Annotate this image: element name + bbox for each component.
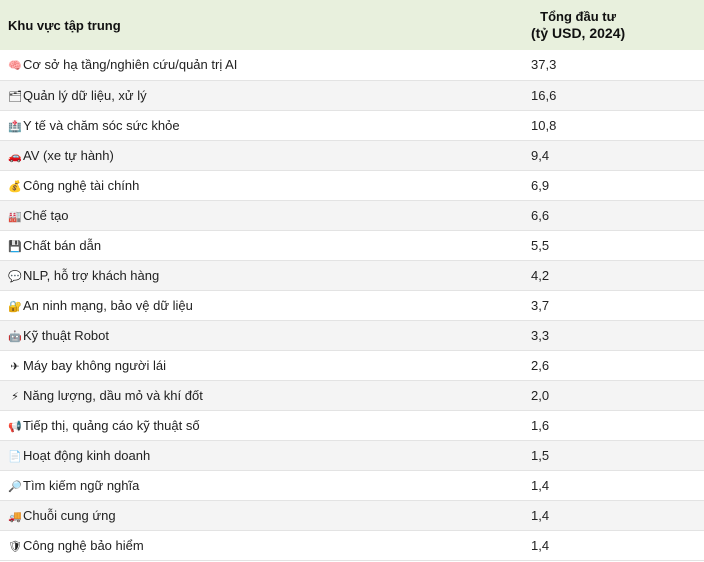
- investment-value: 1,4: [531, 530, 704, 561]
- area-label: An ninh mạng, bảo vệ dữ liệu: [23, 297, 193, 313]
- area-cell: 💾Chất bán dẫn: [0, 230, 531, 261]
- car-icon: 🚗: [8, 150, 22, 163]
- investment-value: 16,6: [531, 80, 704, 111]
- area-label: Cơ sở hạ tầng/nghiên cứu/quản trị AI: [23, 57, 238, 73]
- investment-value: 10,8: [531, 110, 704, 141]
- area-cell: 🚗AV (xe tự hành): [0, 140, 531, 171]
- area-label: Hoạt động kinh doanh: [23, 447, 151, 463]
- table-row: 🚚Chuỗi cung ứng 1,4: [0, 500, 704, 531]
- investment-value: 6,9: [531, 170, 704, 201]
- area-label: Chuỗi cung ứng: [23, 507, 116, 523]
- area-cell: 🚚Chuỗi cung ứng: [0, 500, 531, 531]
- investment-value: 2,6: [531, 350, 704, 381]
- table-row: 📢Tiếp thị, quảng cáo kỹ thuật số 1,6: [0, 410, 704, 441]
- investment-value: 5,5: [531, 230, 704, 261]
- money-bag-icon: 💰: [8, 180, 22, 193]
- area-label: Quản lý dữ liệu, xử lý: [23, 87, 147, 103]
- table-header-row: Khu vực tập trung Tổng đầu tư (tỷ USD, 2…: [0, 0, 704, 50]
- area-label: Tiếp thị, quảng cáo kỹ thuật số: [23, 417, 200, 433]
- area-label: Máy bay không người lái: [23, 357, 166, 373]
- lock-icon: 🔐: [8, 300, 22, 313]
- investment-value: 37,3: [531, 50, 704, 81]
- table-body: 🧠Cơ sở hạ tầng/nghiên cứu/quản trị AI 37,…: [0, 50, 704, 561]
- data-management-icon: 🗂: [8, 90, 22, 103]
- investment-value: 2,0: [531, 380, 704, 411]
- table-row: 🏭Chế tạo 6,6: [0, 200, 704, 231]
- area-cell: 🛡Công nghệ bảo hiểm: [0, 530, 531, 561]
- investment-value: 4,2: [531, 260, 704, 291]
- investment-value: 3,3: [531, 320, 704, 351]
- area-cell: 🏥Y tế và chăm sóc sức khỏe: [0, 110, 531, 141]
- column-header-investment-line1: Tổng đầu tư: [540, 9, 616, 24]
- investment-value: 1,5: [531, 440, 704, 471]
- shield-icon: 🛡: [8, 540, 22, 553]
- area-cell: ⚡ Năng lượng, dầu mỏ và khí đốt: [0, 380, 531, 411]
- area-cell: 🏭Chế tạo: [0, 200, 531, 231]
- area-cell: 💬NLP, hỗ trợ khách hàng: [0, 260, 531, 291]
- area-cell: 🧠Cơ sở hạ tầng/nghiên cứu/quản trị AI: [0, 50, 531, 81]
- investment-value: 1,6: [531, 410, 704, 441]
- truck-icon: 🚚: [8, 510, 22, 523]
- investment-value: 9,4: [531, 140, 704, 171]
- floppy-disk-icon: 💾: [8, 240, 22, 253]
- area-label: Năng lượng, dầu mỏ và khí đốt: [23, 387, 203, 403]
- investment-value: 3,7: [531, 290, 704, 321]
- area-label: Chế tạo: [23, 207, 69, 223]
- magnifier-icon: 🔎: [8, 480, 22, 493]
- robot-icon: 🤖: [8, 330, 22, 343]
- brain-icon: 🧠: [8, 60, 22, 73]
- table-row: 🚗AV (xe tự hành) 9,4: [0, 140, 704, 171]
- area-label: Chất bán dẫn: [23, 237, 102, 253]
- area-cell: 🗂Quản lý dữ liệu, xử lý: [0, 80, 531, 111]
- table-row: ⚡ Năng lượng, dầu mỏ và khí đốt 2,0: [0, 380, 704, 411]
- table-row: ✈ Máy bay không người lái 2,6: [0, 350, 704, 381]
- area-label: Công nghệ tài chính: [23, 177, 140, 193]
- speech-bubble-icon: 💬: [8, 270, 22, 283]
- column-header-investment: Tổng đầu tư (tỷ USD, 2024): [531, 0, 704, 50]
- table-row: 🏥Y tế và chăm sóc sức khỏe 10,8: [0, 110, 704, 141]
- megaphone-icon: 📢: [8, 420, 22, 433]
- area-label: NLP, hỗ trợ khách hàng: [23, 267, 160, 283]
- drone-icon: ✈: [10, 360, 20, 373]
- area-label: Công nghệ bảo hiểm: [23, 537, 144, 553]
- area-cell: ✈ Máy bay không người lái: [0, 350, 531, 381]
- table-row: 🧠Cơ sở hạ tầng/nghiên cứu/quản trị AI 37,…: [0, 50, 704, 81]
- healthcare-icon: 🏥: [8, 120, 22, 133]
- table-row: 💾Chất bán dẫn 5,5: [0, 230, 704, 261]
- factory-icon: 🏭: [8, 210, 22, 223]
- investment-value: 1,4: [531, 500, 704, 531]
- column-header-investment-line2: (tỷ USD, 2024): [531, 25, 626, 41]
- table-row: 🗂Quản lý dữ liệu, xử lý 16,6: [0, 80, 704, 111]
- area-cell: 📢Tiếp thị, quảng cáo kỹ thuật số: [0, 410, 531, 441]
- area-label: Y tế và chăm sóc sức khỏe: [23, 117, 180, 133]
- table-row: 🔎Tìm kiếm ngữ nghĩa 1,4: [0, 470, 704, 501]
- area-label: AV (xe tự hành): [23, 147, 114, 163]
- table-row: 🤖Kỹ thuật Robot 3,3: [0, 320, 704, 351]
- area-cell: 💰Công nghệ tài chính: [0, 170, 531, 201]
- area-cell: 🔎Tìm kiếm ngữ nghĩa: [0, 470, 531, 501]
- investment-value: 6,6: [531, 200, 704, 231]
- table-row: 📄Hoạt động kinh doanh 1,5: [0, 440, 704, 471]
- lightning-icon: ⚡: [11, 390, 19, 403]
- investment-value: 1,4: [531, 470, 704, 501]
- area-cell: 🔐An ninh mạng, bảo vệ dữ liệu: [0, 290, 531, 321]
- area-cell: 📄Hoạt động kinh doanh: [0, 440, 531, 471]
- document-icon: 📄: [8, 450, 22, 463]
- table-row: 🔐An ninh mạng, bảo vệ dữ liệu 3,7: [0, 290, 704, 321]
- area-label: Kỹ thuật Robot: [23, 327, 109, 343]
- table-row: 💬NLP, hỗ trợ khách hàng 4,2: [0, 260, 704, 291]
- area-cell: 🤖Kỹ thuật Robot: [0, 320, 531, 351]
- area-label: Tìm kiếm ngữ nghĩa: [23, 477, 140, 493]
- table-row: 💰Công nghệ tài chính 6,9: [0, 170, 704, 201]
- table-row: 🛡Công nghệ bảo hiểm 1,4: [0, 530, 704, 561]
- column-header-area: Khu vực tập trung: [8, 17, 121, 33]
